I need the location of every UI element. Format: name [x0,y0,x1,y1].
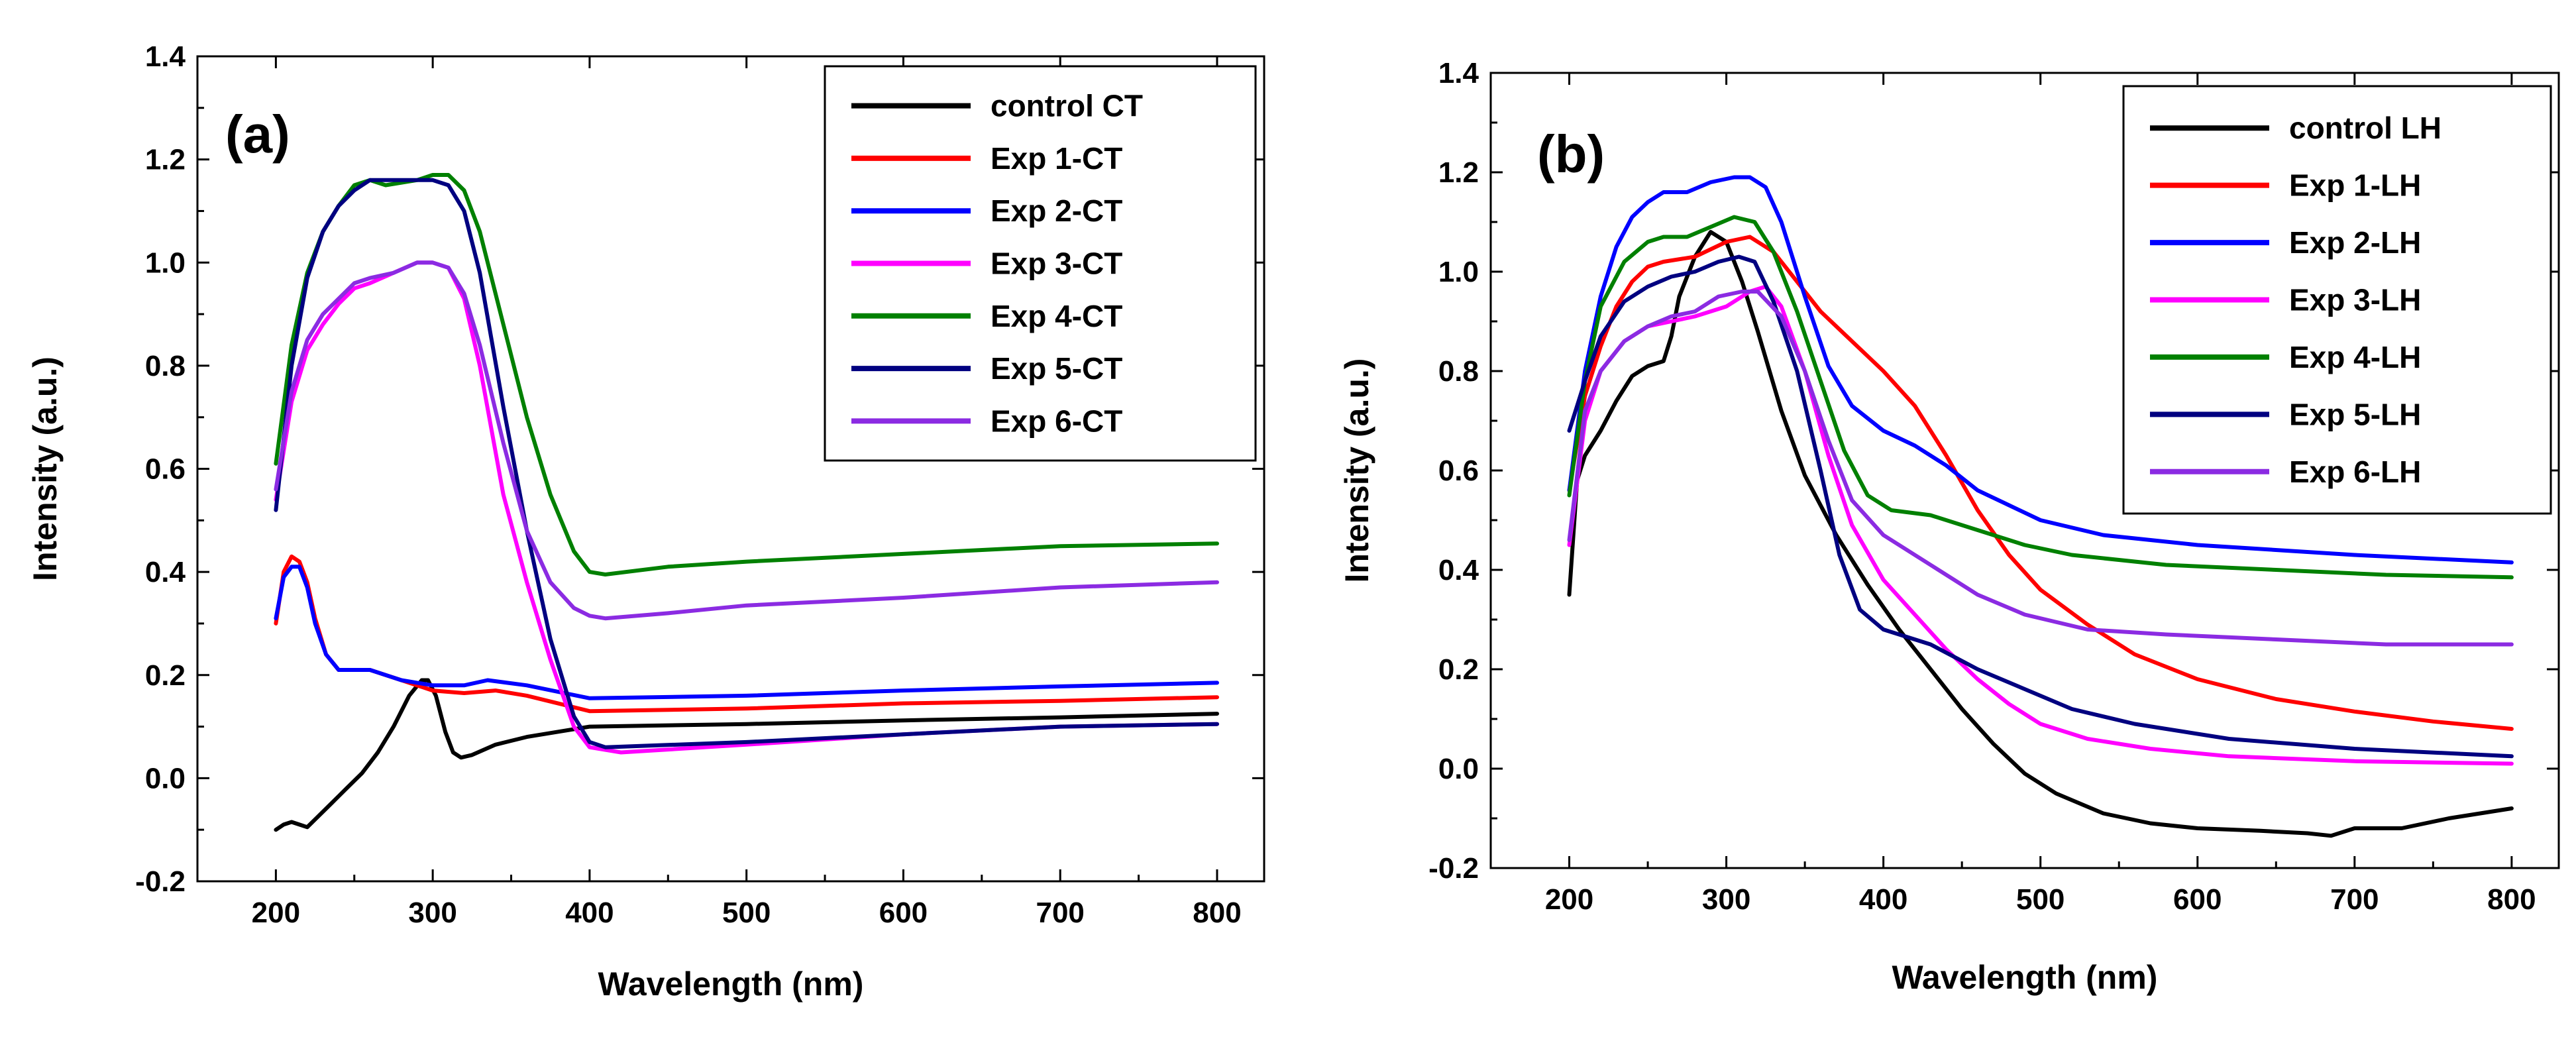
y-tick-label: 0.8 [1438,355,1479,388]
y-tick-label: -0.2 [1428,852,1479,885]
x-tick-label: 400 [1859,883,1907,916]
panel-label: (a) [225,105,290,164]
x-tick-label: 500 [722,897,771,929]
x-tick-label: 200 [252,897,300,929]
panel-b-chart: 200 300 400 500 600 700 800 -0.2 0.0 0.2 0.4 0.6 0.8… [1338,57,2560,996]
y-axis-label: Intensity (a.u.) [1338,358,1375,583]
y-tick-label: 0.4 [1438,554,1479,586]
x-tick-label: 300 [1702,883,1750,916]
legend-label: Exp 2-CT [991,193,1122,228]
y-tick-label: 1.0 [145,246,186,279]
y-tick-label: 0.6 [1438,455,1479,487]
y-tick-label: 0.2 [145,659,186,692]
y-tick-label: 1.4 [145,40,186,73]
series-line-exp-2-ct [274,565,1219,700]
y-tick-label: 0.6 [145,453,186,486]
x-tick-label: 700 [2330,883,2379,916]
y-tick-label: 0.8 [145,350,186,382]
y-axis-label: Intensity (a.u.) [27,356,64,581]
series-line-exp-1-lh [1567,235,2514,731]
x-tick-label: 600 [879,897,928,929]
series-line-exp-6-lh [1567,290,2514,647]
series-line-exp-2-lh [1567,175,2514,565]
y-tick-label: 1.2 [145,144,186,176]
legend-label: Exp 5-CT [991,351,1122,386]
x-tick-label: 800 [1193,897,1241,929]
x-tick-label: 500 [2016,883,2065,916]
legend-label: Exp 4-LH [2289,340,2421,374]
x-tick-label: 600 [2173,883,2222,916]
legend-label: control CT [991,89,1143,123]
legend-label: Exp 3-LH [2289,283,2421,317]
legend-label: Exp 1-CT [991,141,1122,176]
legend-label: Exp 2-LH [2289,225,2421,260]
legend-label: Exp 6-LH [2289,455,2421,489]
series-line-exp-6-ct [274,260,1219,621]
x-axis-label: Wavelength (nm) [1892,959,2158,996]
y-tick-label: 0.4 [145,556,186,588]
y-tick-label: 1.2 [1438,156,1479,189]
y-tick-label: 0.0 [1438,753,1479,785]
y-tick-label: -0.2 [135,865,186,898]
x-tick-label: 700 [1036,897,1084,929]
legend-label: Exp 3-CT [991,246,1122,281]
legend-label: Exp 5-LH [2289,397,2421,431]
panel-label: (b) [1537,125,1605,184]
y-tick-label: 1.4 [1438,57,1479,89]
x-tick-label: 300 [408,897,456,929]
series-line-exp-4-lh [1567,215,2514,580]
series-line-exp-5-lh [1567,254,2514,759]
legend-label: Exp 6-CT [991,404,1122,438]
legend-label: Exp 4-CT [991,299,1122,333]
panel-a-chart: 200 300 400 500 600 700 800 -0.2 0.0 0.2 0.4 0.6 0.8… [27,40,1265,1003]
x-tick-label: 800 [2487,883,2536,916]
legend-label: Exp 1-LH [2289,168,2421,203]
x-tick-label: 200 [1545,883,1593,916]
y-tick-label: 0.0 [145,762,186,794]
x-axis-label: Wavelength (nm) [598,965,864,1003]
series-line-exp-5-ct [274,178,1219,749]
y-tick-label: 1.0 [1438,256,1479,288]
legend-label: control LH [2289,111,2442,145]
y-tick-label: 0.2 [1438,653,1479,686]
x-tick-label: 400 [565,897,614,929]
